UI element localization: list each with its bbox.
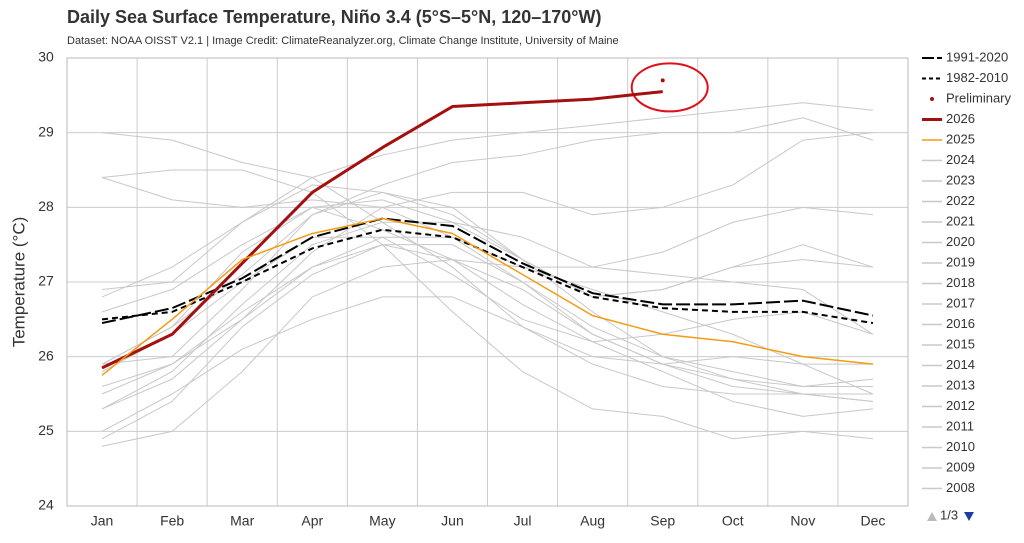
x-tick-label: Sep [650,513,675,529]
legend-label[interactable]: 2023 [946,172,975,187]
annotation-circle [630,62,709,113]
legend-label[interactable]: Preliminary [946,90,1012,105]
legend-label[interactable]: 2025 [946,131,975,146]
series-line [101,228,874,325]
legend-marker [930,97,934,101]
legend-label[interactable]: 2021 [946,213,975,228]
legend-label[interactable]: 2010 [946,439,975,454]
y-tick-label: 28 [38,198,54,214]
series-line [101,296,873,432]
legend-label[interactable]: 2024 [946,152,975,167]
legend-label[interactable]: 2022 [946,193,975,208]
legend-label[interactable]: 2026 [946,111,975,126]
series-line [101,90,663,370]
y-tick-label: 29 [38,123,54,139]
x-tick-label: Jul [514,513,532,529]
plot-area: 24 25 26 27 28 29 30 Jan Feb Mar Apr May Jun Jul Aug Se… [38,49,909,529]
legend-label[interactable]: 1991-2020 [946,49,1008,64]
legend-label[interactable]: 1982-2010 [946,70,1008,85]
x-tick-label: Dec [861,513,886,529]
chart-title: Daily Sea Surface Temperature, Niño 3.4 … [67,7,602,27]
series-line [101,132,874,388]
y-tick-label: 30 [38,49,54,65]
legend-label[interactable]: 2014 [946,357,975,372]
y-tick-label: 25 [38,422,54,438]
series-line [101,217,874,325]
y-tick-label: 26 [38,347,54,363]
x-tick-label: Apr [301,513,323,529]
legend-page: 1/3 [940,507,958,522]
chart-subtitle: Dataset: NOAA OISST V2.1 | Image Credit:… [67,35,619,47]
legend-label[interactable]: 2012 [946,398,975,413]
series-line [101,221,874,410]
series-line [101,236,874,373]
series-line [101,169,874,440]
x-tick-label: Jun [441,513,464,529]
series-line [101,102,874,298]
series-line [101,259,874,447]
legend-label[interactable]: 2020 [946,234,975,249]
series-line [101,244,874,410]
y-tick-label: 27 [38,273,54,289]
series-line [101,191,874,365]
legend-label[interactable]: 2017 [946,295,975,310]
legend-label[interactable]: 2018 [946,275,975,290]
x-tick-label: May [369,513,395,529]
x-tick-label: Mar [230,513,254,529]
series-line [101,176,873,388]
legend-label[interactable]: 2015 [946,336,975,351]
series-line [101,199,874,388]
x-tick-label: Feb [160,513,184,529]
legend-label[interactable]: 2016 [946,316,975,331]
y-axis-label: Temperature (°C) [9,217,28,348]
x-tick-label: Nov [790,513,815,529]
x-tick-label: Jan [91,513,114,529]
legend-label[interactable]: 2013 [946,377,975,392]
legend-label[interactable]: 2011 [946,418,974,433]
y-tick-label: 24 [38,497,54,513]
legend-page-up[interactable] [927,512,937,521]
legend-label[interactable]: 2008 [946,480,975,495]
plot-border [66,57,909,507]
legend: 1991-2020 1982-2010 Preliminary 2026 2025 202… [922,49,1012,495]
x-tick-label: Oct [722,513,744,529]
legend-label[interactable]: 2019 [946,254,975,269]
series-line [101,184,874,298]
preliminary-point [660,78,665,83]
x-tick-label: Aug [580,513,605,529]
legend-label[interactable]: 2009 [946,459,975,474]
legend-page-down[interactable] [964,512,974,521]
series-line [101,206,874,417]
series-line [101,217,874,376]
